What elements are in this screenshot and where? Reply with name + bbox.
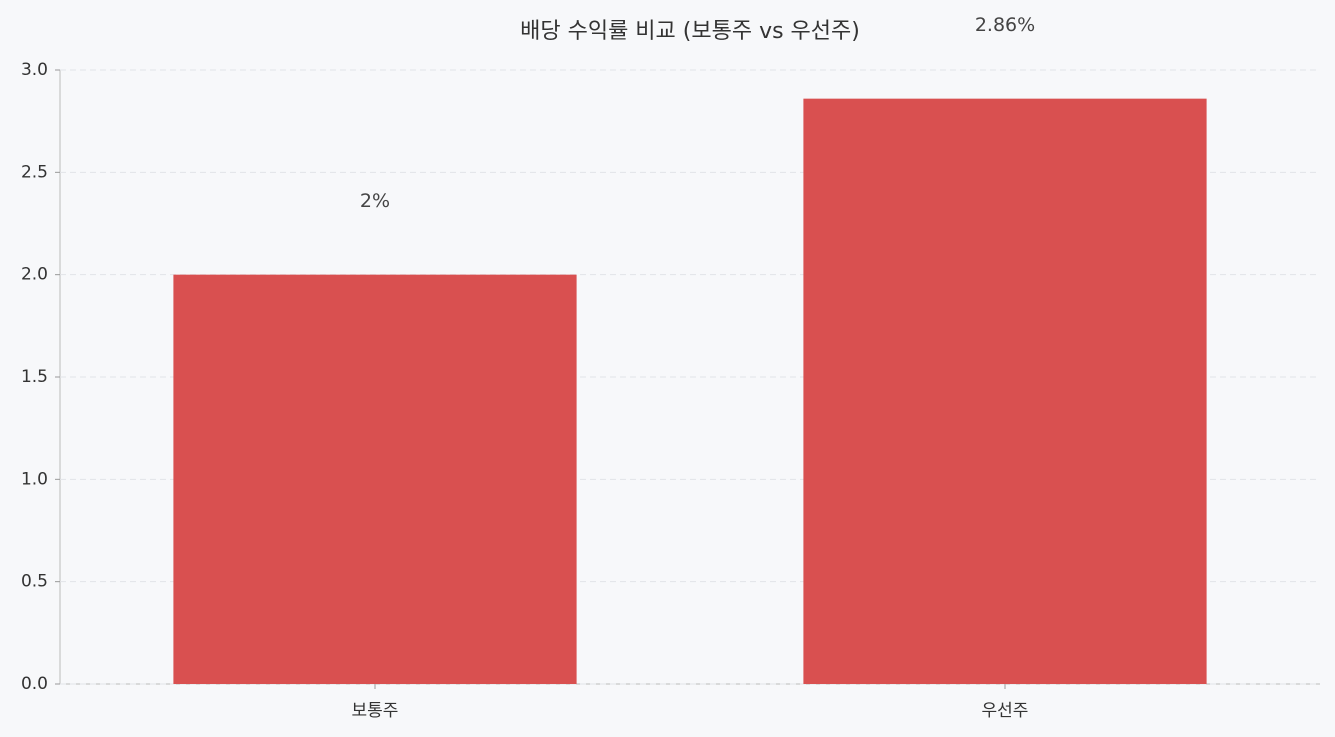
y-tick-label: 1.0: [21, 469, 48, 489]
bar: [803, 98, 1207, 685]
x-tick-label: 보통주: [352, 701, 399, 721]
value-label: 2.86%: [975, 14, 1035, 36]
y-tick-label: 1.5: [21, 367, 48, 387]
y-tick-label: 3.0: [21, 60, 48, 80]
y-tick-label: 0.5: [21, 572, 48, 592]
bar: [173, 274, 577, 684]
y-tick-label: 2.5: [21, 162, 48, 182]
y-tick-label: 0.0: [21, 674, 48, 694]
value-label: 2%: [360, 190, 390, 212]
y-tick-label: 2.0: [21, 265, 48, 285]
chart-title: 배당 수익률 비교 (보통주 vs 우선주): [520, 19, 860, 44]
x-tick-label: 우선주: [982, 701, 1029, 721]
